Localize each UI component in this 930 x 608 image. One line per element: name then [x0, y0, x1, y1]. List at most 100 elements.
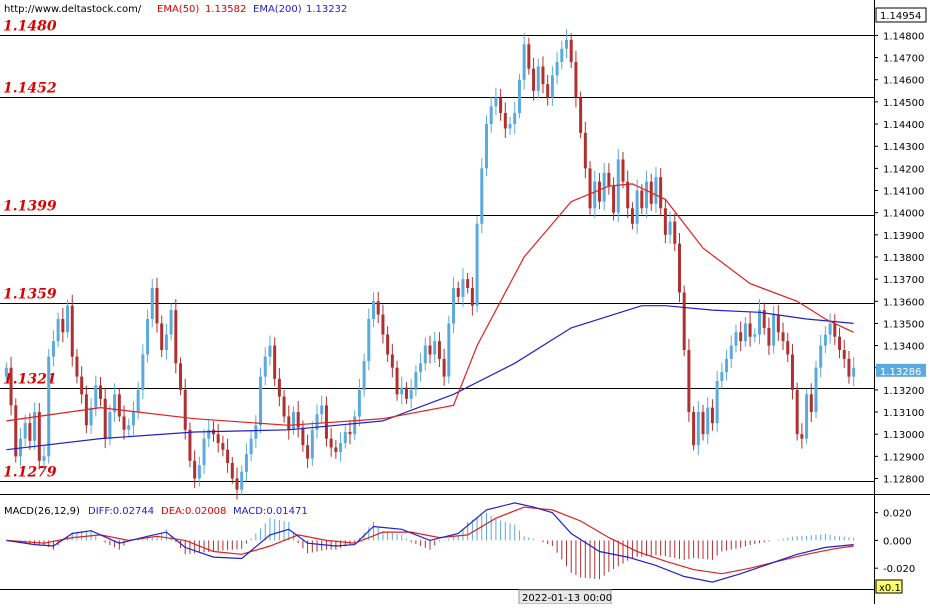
candle [56, 312, 60, 347]
candle [301, 420, 305, 452]
candle [489, 96, 493, 133]
candle [33, 402, 37, 450]
candle [715, 371, 719, 433]
candle [593, 171, 597, 218]
candle [852, 356, 856, 387]
price-tick-label: 1.13200 [883, 386, 924, 397]
candle [23, 414, 27, 447]
candle [4, 362, 8, 382]
levels-layer: 1.1480 1.1452 1.1399 1.1359 1.1321 1.1279 [0, 19, 874, 482]
candle [268, 335, 272, 366]
candle [428, 335, 432, 364]
candle [329, 428, 333, 457]
level-label-5: 1.1279 [3, 465, 57, 481]
macd-ticks-layer: 0.020 0.000 -0.020 [874, 509, 915, 575]
candle [310, 421, 314, 467]
candle [28, 413, 32, 450]
price-tick-label: 1.12900 [883, 452, 924, 463]
candle [423, 337, 427, 371]
price-tick-label: 1.13800 [883, 253, 924, 264]
candle [442, 348, 446, 386]
candle [334, 439, 338, 459]
candle [14, 398, 18, 463]
candle [555, 51, 559, 85]
candle [315, 404, 319, 439]
price-tick-label: 1.13100 [883, 408, 924, 419]
candle [470, 277, 474, 316]
candle [226, 438, 230, 473]
candle [503, 102, 507, 138]
candle [805, 388, 809, 444]
candle [221, 435, 225, 457]
candle [80, 366, 84, 404]
candle [240, 465, 244, 496]
candle [508, 116, 512, 136]
candle [244, 443, 248, 482]
candle [108, 404, 112, 446]
candle [828, 313, 832, 344]
candle [579, 91, 583, 139]
time-cursor-label: 2022-01-13 00:00 [522, 593, 612, 604]
level-label-4: 1.1321 [3, 372, 57, 388]
candle [169, 303, 173, 341]
candle [9, 356, 13, 416]
candle [602, 163, 606, 211]
candle [141, 344, 145, 399]
macd-title: MACD(26,12,9) [4, 506, 80, 517]
candle [447, 315, 451, 384]
candle [786, 332, 790, 363]
price-tick-label: 1.12800 [883, 474, 924, 485]
candle [282, 389, 286, 423]
candle [569, 33, 573, 69]
ema-layer [6, 183, 854, 451]
candle [550, 66, 554, 106]
candle [339, 432, 343, 462]
candle [720, 362, 724, 390]
candle [216, 423, 220, 453]
price-tick-label: 1.13700 [883, 275, 924, 286]
candle [320, 395, 324, 423]
candle [659, 168, 663, 217]
candle [419, 352, 423, 382]
candle [565, 29, 569, 59]
candle [776, 305, 780, 341]
price-tick-label: 1.14200 [883, 164, 924, 175]
ema200-legend-value: 1.13232 [306, 4, 347, 15]
candle [753, 328, 757, 343]
candle [494, 87, 498, 116]
candle [174, 299, 178, 374]
candle [390, 343, 394, 378]
candle [343, 425, 347, 449]
candle [814, 360, 818, 419]
candle [588, 161, 592, 215]
candle [183, 378, 187, 440]
level-label-0: 1.1480 [3, 19, 57, 35]
candle [136, 381, 140, 420]
candle [833, 314, 837, 346]
price-tick-label: 1.13500 [883, 319, 924, 330]
candle [113, 383, 117, 422]
current-price-text: 1.13286 [880, 367, 921, 378]
candle [696, 401, 700, 456]
candle [729, 335, 733, 369]
ema200-legend-label: EMA(200) [253, 4, 302, 15]
candle [348, 420, 352, 445]
candle [560, 40, 564, 70]
candle [522, 33, 526, 90]
candle [75, 349, 79, 384]
candle [179, 357, 183, 396]
candle [536, 58, 540, 99]
candle [409, 378, 413, 409]
candle [42, 446, 46, 471]
macd-tick-label: -0.020 [883, 564, 915, 575]
candle [155, 277, 159, 333]
candle [767, 317, 771, 355]
candle [484, 115, 488, 177]
candle [381, 304, 385, 344]
candle [795, 382, 799, 441]
candle [677, 232, 681, 303]
candle [291, 406, 295, 435]
candle [230, 456, 234, 484]
candle [433, 331, 437, 363]
